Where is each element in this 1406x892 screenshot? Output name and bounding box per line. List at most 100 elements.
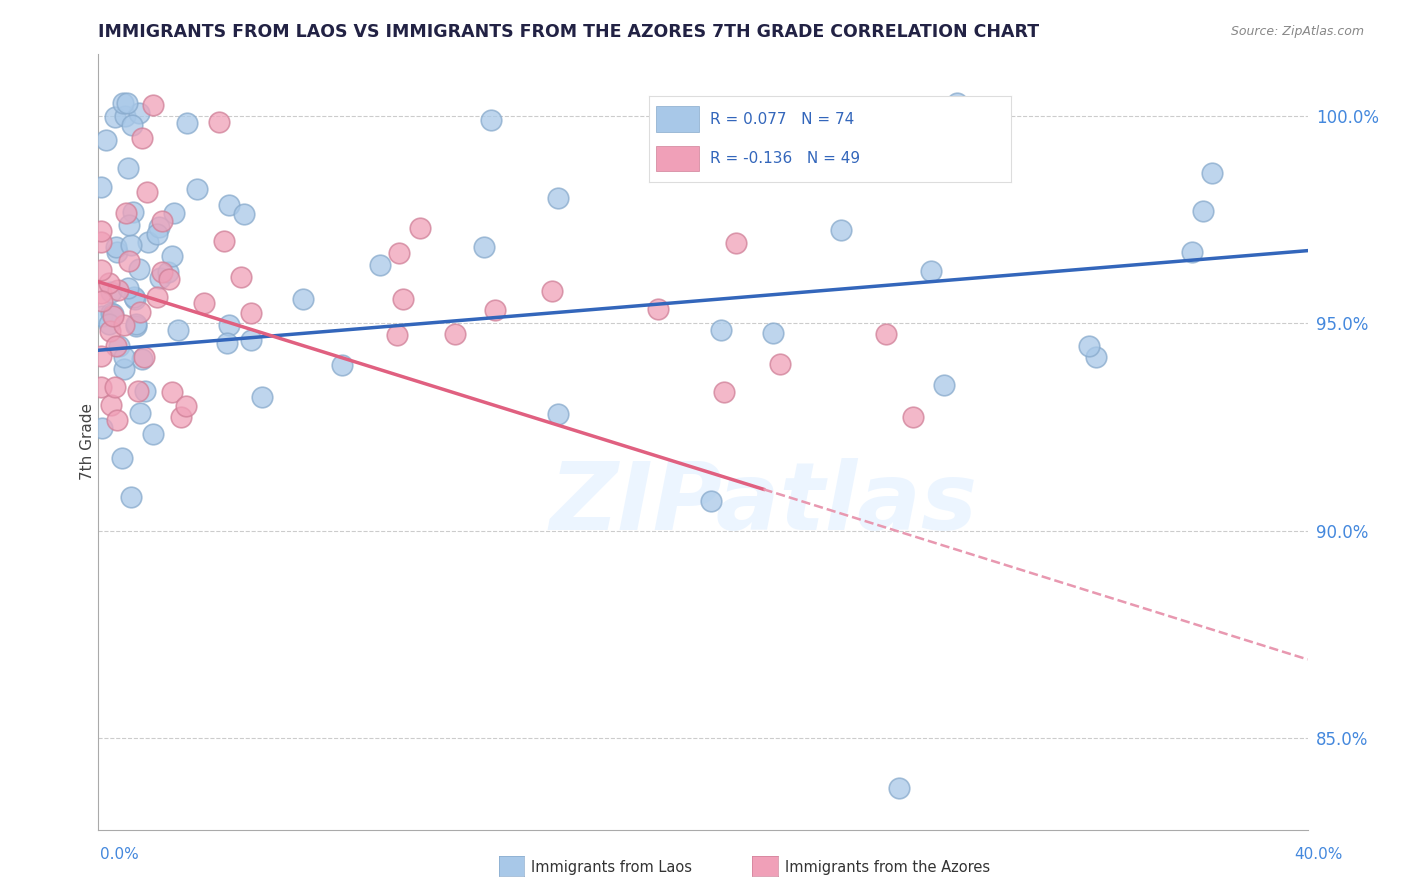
Point [90,380,112,394]
Point [1191,204,1213,219]
Point [112,96,135,111]
Point [112,318,135,332]
Text: Immigrants from the Azores: Immigrants from the Azores [785,860,990,874]
Point [647,302,669,317]
Point [145,290,167,304]
Point [443,327,465,342]
Point [176,116,198,130]
Point [117,161,139,175]
Point [149,271,172,285]
Point [150,213,173,227]
Point [142,426,165,441]
Point [145,227,167,241]
Point [250,390,273,404]
Point [129,406,152,420]
Point [218,318,240,332]
Point [115,205,138,219]
Point [98,324,121,338]
Point [163,205,186,219]
Point [713,384,735,399]
Point [1181,245,1204,260]
Point [90,224,112,238]
Point [233,207,256,221]
Point [121,118,143,132]
Point [90,263,112,277]
Point [91,309,114,323]
Point [134,384,156,398]
Point [540,284,562,298]
Point [700,493,723,508]
Point [291,292,314,306]
Point [122,290,145,304]
Point [387,245,409,260]
Point [98,318,121,332]
Point [547,191,569,205]
Point [1078,339,1101,353]
Point [128,262,150,277]
Point [409,220,432,235]
Text: Source: ZipAtlas.com: Source: ZipAtlas.com [1230,25,1364,38]
Point [90,235,112,249]
Y-axis label: 7th Grade: 7th Grade [80,403,94,480]
Point [710,323,733,337]
Point [385,327,408,342]
Point [105,245,128,260]
Point [107,283,129,297]
Point [875,327,897,342]
Point [90,349,112,363]
Point [135,185,157,199]
Point [129,305,152,319]
Point [117,96,139,111]
Point [96,133,118,147]
Point [125,317,148,331]
Point [762,326,785,340]
Point [105,413,128,427]
Point [174,399,197,413]
Point [100,398,122,412]
Text: ZIPatlas: ZIPatlas [550,458,977,549]
Point [170,409,193,424]
Text: Immigrants from Laos: Immigrants from Laos [531,860,693,874]
Point [1084,351,1107,365]
Point [112,350,135,364]
Point [97,276,120,290]
Point [330,358,353,372]
Point [100,306,122,320]
Point [91,421,114,435]
Point [100,285,122,300]
Point [547,407,569,421]
Point [150,265,173,279]
Point [920,264,942,278]
Point [901,409,924,424]
Point [120,238,142,252]
Point [217,336,239,351]
Point [131,130,153,145]
Point [932,377,955,392]
Point [90,293,112,308]
Point [132,350,155,364]
Point [138,235,160,250]
Point [231,270,253,285]
Point [127,384,149,398]
Point [160,384,183,399]
Point [830,223,852,237]
Point [103,309,125,323]
Point [90,180,112,194]
Point [392,292,415,306]
Point [117,253,139,268]
Point [160,249,183,263]
Point [661,121,683,136]
Point [472,240,495,254]
Point [112,362,135,376]
Point [946,96,969,111]
Text: IMMIGRANTS FROM LAOS VS IMMIGRANTS FROM THE AZORES 7TH GRADE CORRELATION CHART: IMMIGRANTS FROM LAOS VS IMMIGRANTS FROM … [98,23,1039,41]
Point [101,307,124,321]
Point [131,352,153,367]
Point [813,129,835,144]
Point [156,265,179,279]
Point [124,293,146,307]
Point [111,451,134,466]
Point [889,780,911,795]
Point [737,121,759,136]
Point [218,198,240,212]
